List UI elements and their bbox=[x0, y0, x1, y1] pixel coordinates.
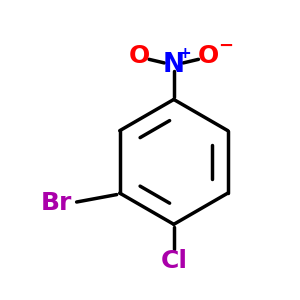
Text: O: O bbox=[129, 44, 150, 68]
Text: −: − bbox=[218, 37, 233, 55]
Text: Br: Br bbox=[41, 191, 72, 215]
Text: O: O bbox=[197, 44, 219, 68]
Text: N: N bbox=[163, 52, 185, 78]
Text: Cl: Cl bbox=[160, 250, 187, 274]
Text: +: + bbox=[179, 46, 191, 62]
